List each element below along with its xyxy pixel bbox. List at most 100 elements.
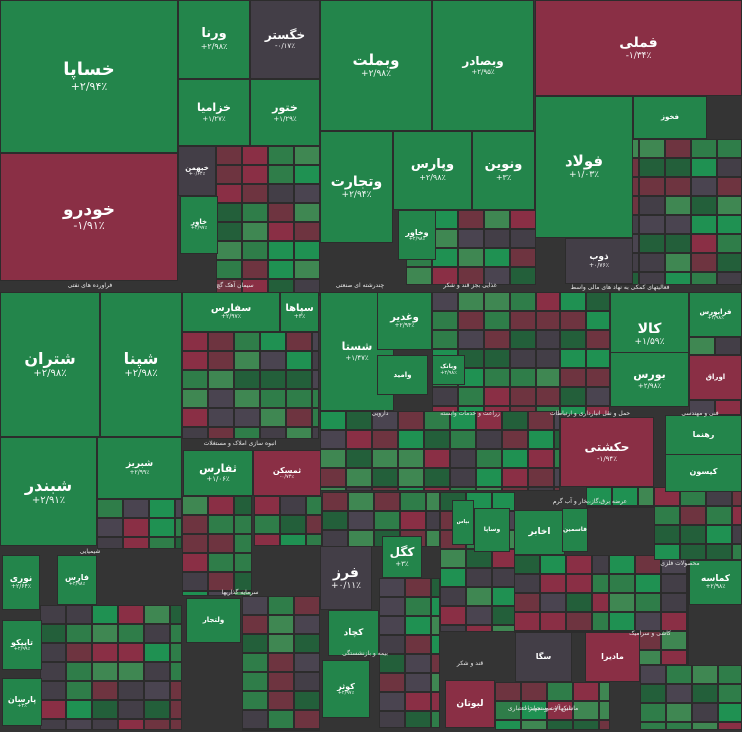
small-tile[interactable] — [599, 720, 610, 730]
small-tile[interactable] — [431, 597, 440, 616]
small-tile[interactable] — [717, 158, 742, 177]
small-tile[interactable] — [294, 691, 320, 710]
small-tile[interactable] — [536, 368, 560, 387]
small-tile[interactable] — [144, 605, 170, 624]
stock-tile[interactable]: وپارس +۲/۹۸٪ — [393, 131, 472, 210]
small-tile[interactable] — [144, 643, 170, 662]
small-tile[interactable] — [432, 330, 458, 349]
stock-tile[interactable]: ورنا +۲/۹۸٪ — [178, 0, 250, 79]
small-tile[interactable] — [294, 653, 320, 672]
small-tile[interactable] — [242, 634, 268, 653]
small-tile[interactable] — [502, 468, 528, 487]
small-tile[interactable] — [123, 537, 149, 549]
small-tile[interactable] — [609, 593, 635, 612]
small-tile[interactable] — [431, 635, 440, 654]
small-tile[interactable] — [639, 196, 665, 215]
small-tile[interactable] — [689, 337, 715, 355]
small-tile[interactable] — [540, 593, 566, 612]
small-tile[interactable] — [609, 574, 635, 593]
small-tile[interactable] — [458, 210, 484, 229]
small-tile[interactable] — [92, 681, 118, 700]
small-tile[interactable] — [554, 468, 560, 487]
small-tile[interactable] — [687, 593, 689, 612]
small-tile[interactable] — [432, 292, 458, 311]
small-tile[interactable] — [566, 612, 592, 631]
small-tile[interactable] — [536, 387, 560, 406]
small-tile[interactable] — [280, 496, 306, 515]
small-tile[interactable] — [665, 196, 691, 215]
stock-tile[interactable]: بورس +۲/۹۸٪ — [610, 352, 689, 407]
small-tile[interactable] — [348, 530, 374, 547]
small-tile[interactable] — [547, 701, 573, 720]
small-tile[interactable] — [639, 177, 665, 196]
small-tile[interactable] — [405, 711, 431, 728]
small-tile[interactable] — [294, 260, 320, 279]
small-tile[interactable] — [379, 711, 405, 728]
small-tile[interactable] — [732, 525, 742, 544]
small-tile[interactable] — [66, 719, 92, 730]
small-tile[interactable] — [560, 311, 586, 330]
small-tile[interactable] — [661, 650, 687, 665]
small-tile[interactable] — [432, 267, 458, 285]
small-tile[interactable] — [476, 468, 502, 487]
small-tile[interactable] — [502, 487, 528, 491]
small-tile[interactable] — [118, 719, 144, 730]
small-tile[interactable] — [666, 665, 692, 684]
small-tile[interactable] — [665, 177, 691, 196]
small-tile[interactable] — [286, 389, 312, 408]
small-tile[interactable] — [586, 330, 610, 349]
small-tile[interactable] — [484, 330, 510, 349]
small-tile[interactable] — [346, 430, 372, 449]
stock-tile[interactable]: کگل +۳٪ — [382, 536, 422, 578]
small-tile[interactable] — [450, 449, 476, 468]
small-tile[interactable] — [638, 487, 654, 506]
stock-tile[interactable]: ونوین +۳٪ — [472, 131, 535, 210]
small-tile[interactable] — [97, 537, 123, 549]
small-tile[interactable] — [424, 487, 450, 491]
small-tile[interactable] — [170, 700, 182, 719]
small-tile[interactable] — [286, 351, 312, 370]
small-tile[interactable] — [566, 555, 592, 574]
small-tile[interactable] — [294, 222, 320, 241]
small-tile[interactable] — [294, 615, 320, 634]
stock-tile[interactable]: اخابر — [514, 510, 565, 555]
small-tile[interactable] — [665, 215, 691, 234]
small-tile[interactable] — [510, 292, 536, 311]
small-tile[interactable] — [322, 492, 348, 511]
small-tile[interactable] — [666, 684, 692, 703]
small-tile[interactable] — [379, 597, 405, 616]
stock-tile[interactable]: وبانک +۲/۹۸٪ — [432, 355, 465, 385]
small-tile[interactable] — [718, 703, 742, 722]
small-tile[interactable] — [573, 682, 599, 701]
small-tile[interactable] — [170, 662, 182, 681]
small-tile[interactable] — [234, 572, 252, 591]
small-tile[interactable] — [639, 234, 665, 253]
stock-tile[interactable]: ذوب +۰/۷۶٪ — [565, 238, 633, 284]
small-tile[interactable] — [216, 260, 242, 279]
small-tile[interactable] — [691, 177, 717, 196]
small-tile[interactable] — [66, 605, 92, 624]
small-tile[interactable] — [294, 241, 320, 260]
small-tile[interactable] — [97, 518, 123, 537]
small-tile[interactable] — [286, 370, 312, 389]
small-tile[interactable] — [510, 387, 536, 406]
small-tile[interactable] — [691, 215, 717, 234]
small-tile[interactable] — [372, 430, 398, 449]
small-tile[interactable] — [680, 525, 706, 544]
small-tile[interactable] — [182, 332, 208, 351]
small-tile[interactable] — [514, 555, 540, 574]
small-tile[interactable] — [92, 624, 118, 643]
small-tile[interactable] — [374, 511, 400, 530]
small-tile[interactable] — [514, 612, 540, 631]
small-tile[interactable] — [123, 499, 149, 518]
small-tile[interactable] — [234, 370, 260, 389]
small-tile[interactable] — [450, 411, 476, 430]
small-tile[interactable] — [379, 654, 405, 673]
small-tile[interactable] — [216, 222, 242, 241]
stock-tile[interactable]: وبملت +۲/۹۸٪ — [320, 0, 432, 131]
small-tile[interactable] — [379, 578, 405, 597]
small-tile[interactable] — [306, 534, 322, 546]
small-tile[interactable] — [40, 643, 66, 662]
small-tile[interactable] — [40, 681, 66, 700]
small-tile[interactable] — [717, 196, 742, 215]
